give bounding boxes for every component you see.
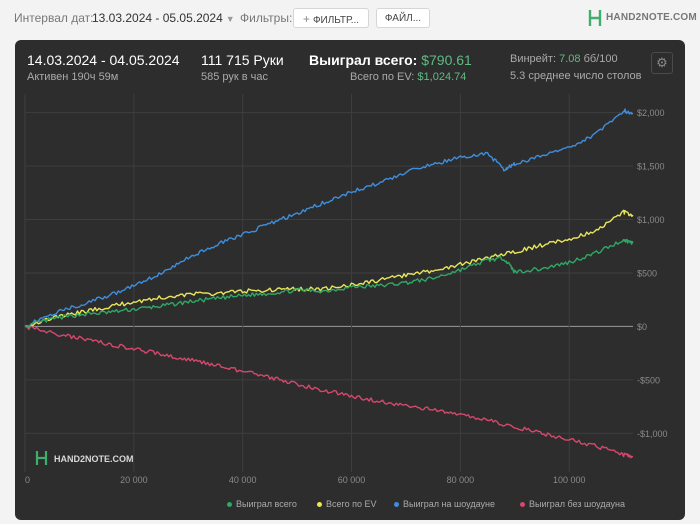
plus-icon: + xyxy=(302,12,310,26)
watermark: HAND2NOTE.COM xyxy=(35,451,134,465)
legend-label: Всего по EV xyxy=(326,499,377,509)
watermark-logo-icon xyxy=(35,451,48,465)
toolbar: Интервал дат: 13.03.2024 - 05.05.2024 ▼ Ф… xyxy=(0,0,700,36)
legend-label: Выиграл без шоудауна xyxy=(529,499,625,509)
winrate: Винрейт: 7.08 бб/100 xyxy=(510,53,618,65)
watermark-text: HAND2NOTE.COM xyxy=(54,454,134,464)
series-line-1 xyxy=(24,209,634,328)
winrate-unit: бб/100 xyxy=(583,53,618,65)
gear-icon[interactable]: ⚙ xyxy=(651,52,673,74)
ev-total-value: $1,024.74 xyxy=(417,71,467,83)
legend-dot-icon xyxy=(520,502,525,508)
y-tick-label: $500 xyxy=(637,268,657,278)
chevron-down-icon: ▼ xyxy=(225,14,235,24)
ev-total-label: Всего по EV: xyxy=(350,71,415,83)
graph-panel: 14.03.2024 - 04.05.2024 Активен 190ч 59м… xyxy=(15,40,685,520)
series-lines xyxy=(24,108,634,459)
filter-button-label: ФИЛЬТР... xyxy=(312,15,360,26)
legend-item[interactable]: Выиграл всего xyxy=(227,499,297,509)
date-range-label: Интервал дат: xyxy=(14,11,94,25)
hands-per-hour: 585 рук в час xyxy=(201,71,269,83)
filters-label: Фильтры: xyxy=(240,11,293,25)
y-tick-label: $0 xyxy=(637,322,647,332)
ev-total: Всего по EV: $1,024.74 xyxy=(350,71,466,83)
hands-count: 111 715 Руки xyxy=(201,52,284,68)
period-range: 14.03.2024 - 04.05.2024 xyxy=(27,52,180,68)
legend-item[interactable]: Выиграл на шоудауне xyxy=(394,499,495,509)
date-range-select[interactable]: 13.03.2024 - 05.05.2024 ▼ xyxy=(92,11,235,25)
winrate-value: 7.08 xyxy=(559,53,581,65)
x-tick-label: 0 xyxy=(25,475,30,485)
filter-button[interactable]: + ФИЛЬТР... xyxy=(293,8,369,28)
series-line-3 xyxy=(24,325,634,459)
hand2note-logo-text: HAND2NOTE.COM xyxy=(606,12,697,23)
x-tick-label: 20 000 xyxy=(120,475,148,485)
legend-dot-icon xyxy=(394,502,399,508)
y-tick-label: $1,500 xyxy=(637,162,665,172)
series-line-0 xyxy=(24,238,634,329)
legend-dot-icon xyxy=(317,502,322,508)
grid xyxy=(24,94,633,472)
x-tick-label: 80 000 xyxy=(447,475,475,485)
hand2note-logo: HAND2NOTE.COM xyxy=(588,9,697,27)
file-button[interactable]: ФАЙЛ... xyxy=(376,8,430,28)
legend-item[interactable]: Выиграл без шоудауна xyxy=(520,499,625,509)
y-axis-ticks: -$1,000 -$500 $0 $500 $1,000 $1,500 $2,000 xyxy=(637,108,668,439)
hand2note-logo-icon xyxy=(588,10,602,26)
y-tick-label: $1,000 xyxy=(637,215,665,225)
y-tick-label: $2,000 xyxy=(637,108,665,118)
graph-chart: -$1,000 -$500 $0 $500 $1,000 $1,500 $2,000 0 20… xyxy=(24,94,668,485)
date-range-value: 13.03.2024 - 05.05.2024 xyxy=(92,11,223,25)
x-tick-label: 40 000 xyxy=(229,475,257,485)
x-axis-ticks: 0 20 000 40 000 60 000 80 000 100 000 xyxy=(25,475,586,485)
legend-dot-icon xyxy=(227,502,232,508)
legend-label: Выиграл всего xyxy=(236,499,297,509)
file-button-label: ФАЙЛ... xyxy=(384,13,422,24)
won-total: Выиграл всего: $790.61 xyxy=(309,52,472,68)
winrate-label: Винрейт: xyxy=(510,53,557,65)
active-time: Активен 190ч 59м xyxy=(27,71,119,83)
series-line-2 xyxy=(24,108,634,328)
won-total-value: $790.61 xyxy=(421,52,472,68)
legend-label: Выиграл на шоудауне xyxy=(403,499,495,509)
y-tick-label: -$500 xyxy=(637,375,660,385)
y-tick-label: -$1,000 xyxy=(637,429,668,439)
x-tick-label: 60 000 xyxy=(338,475,366,485)
avg-tables: 5.3 среднее число столов xyxy=(510,70,642,82)
won-total-label: Выиграл всего: xyxy=(309,52,418,68)
x-tick-label: 100 000 xyxy=(553,475,586,485)
legend-item[interactable]: Всего по EV xyxy=(317,499,376,509)
